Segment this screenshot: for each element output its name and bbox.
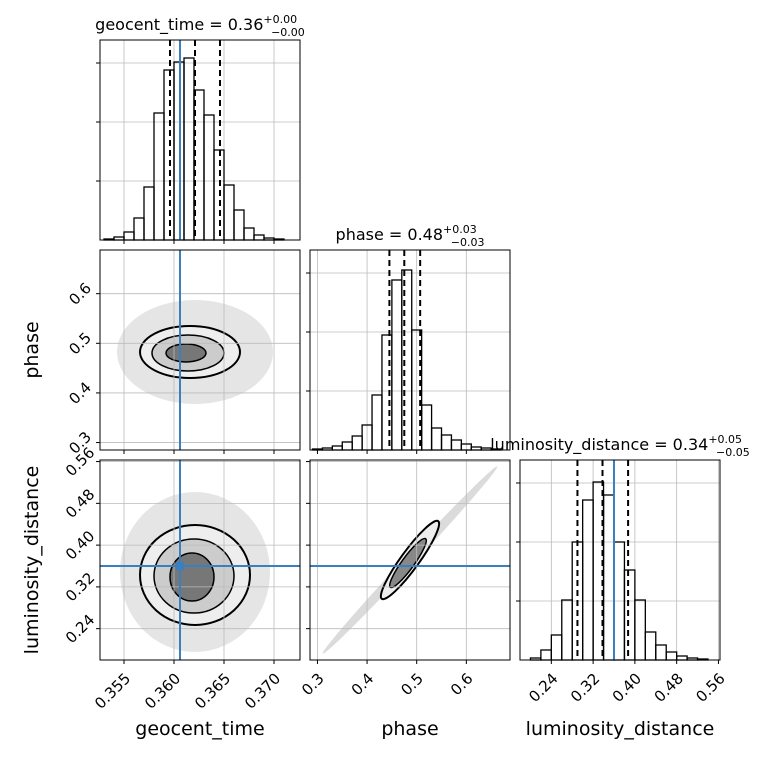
truth-point bbox=[176, 562, 184, 571]
hist-bar bbox=[133, 217, 145, 241]
title-text: phase = 0.48 bbox=[336, 225, 443, 244]
hist-bar bbox=[582, 499, 594, 661]
y-tick-label: 0.48 bbox=[62, 485, 98, 521]
x-tick-label: 0.40 bbox=[609, 670, 645, 706]
x-tick-label: 0.355 bbox=[91, 670, 134, 713]
x-tick-label: 0.32 bbox=[567, 670, 603, 706]
hist-bar bbox=[391, 279, 403, 451]
x-tick-label: 0.370 bbox=[241, 670, 284, 713]
hist-bar bbox=[143, 186, 155, 241]
x-axis-label: geocent_time bbox=[135, 718, 264, 740]
hist-bar bbox=[623, 569, 636, 661]
title-upper: +0.03 bbox=[443, 223, 477, 236]
hist-bar bbox=[331, 445, 343, 451]
hist-bar bbox=[440, 434, 453, 451]
x-tick-label: 0.48 bbox=[651, 670, 687, 706]
x-tick-label: 0.3 bbox=[298, 670, 328, 700]
hist-bar bbox=[655, 644, 667, 661]
hist-bar bbox=[602, 494, 615, 661]
hist-bar bbox=[223, 184, 235, 241]
y-axis-label: luminosity_distance bbox=[21, 466, 43, 655]
contour bbox=[169, 552, 215, 602]
x-axis-label: phase bbox=[381, 718, 438, 740]
hist-bar bbox=[450, 439, 463, 451]
x-tick-label: 0.6 bbox=[447, 670, 477, 700]
panel-title: phase = 0.48+0.03 −0.03 bbox=[336, 223, 485, 249]
y-tick-label: 0.24 bbox=[62, 611, 98, 647]
y-tick-label: 0.56 bbox=[62, 444, 98, 480]
x-tick-label: 0.4 bbox=[348, 670, 378, 700]
hist-bar bbox=[421, 404, 433, 451]
x-tick-label: 0.56 bbox=[692, 670, 728, 706]
y-tick-label: 0.6 bbox=[65, 279, 95, 309]
hist-bar bbox=[123, 231, 135, 241]
title-lower: −0.00 bbox=[271, 26, 305, 39]
hist-bar bbox=[665, 651, 678, 661]
hist-bar bbox=[561, 599, 573, 661]
hist-bar bbox=[243, 227, 255, 241]
hist-bar bbox=[203, 114, 215, 241]
hist-bar bbox=[634, 599, 646, 661]
x-tick-label: 0.365 bbox=[191, 670, 234, 713]
contour bbox=[165, 343, 207, 363]
hist-bar bbox=[183, 57, 195, 241]
title-text: geocent_time = 0.36 bbox=[95, 15, 263, 35]
panel-frame bbox=[99, 39, 301, 241]
hist-bar bbox=[351, 435, 363, 451]
title-upper: +0.00 bbox=[263, 13, 297, 26]
title-lower: −0.03 bbox=[451, 236, 485, 249]
x-axis-label: luminosity_distance bbox=[526, 718, 715, 740]
panel-frame bbox=[309, 459, 511, 661]
x-tick-label: 0.5 bbox=[397, 670, 427, 700]
hist-bar bbox=[233, 209, 245, 241]
panel-title: geocent_time = 0.36+0.00 −0.00 bbox=[95, 13, 305, 39]
hist-bar bbox=[430, 427, 443, 451]
title-upper: +0.05 bbox=[708, 433, 742, 446]
hist-bar bbox=[644, 631, 657, 661]
contour bbox=[388, 537, 428, 589]
panel-frame bbox=[519, 459, 721, 661]
density-contours bbox=[117, 300, 498, 654]
panel-frame bbox=[99, 459, 301, 661]
y-tick-label: 0.5 bbox=[65, 329, 95, 359]
y-tick-label: 0.40 bbox=[62, 527, 98, 563]
title-text: luminosity_distance = 0.34 bbox=[490, 435, 708, 455]
title-lower: −0.05 bbox=[716, 446, 750, 459]
hist-bar bbox=[153, 112, 165, 241]
y-tick-label: 0.4 bbox=[65, 378, 95, 408]
hist-bar bbox=[371, 394, 383, 451]
hist-bar bbox=[341, 441, 353, 451]
panel-title: luminosity_distance = 0.34+0.05 −0.05 bbox=[490, 433, 750, 459]
hist-bar bbox=[540, 649, 552, 661]
x-tick-label: 0.24 bbox=[525, 670, 561, 706]
y-tick-label: 0.32 bbox=[62, 569, 98, 605]
y-axis-label: phase bbox=[21, 321, 43, 378]
hist-bar bbox=[550, 634, 563, 661]
panel-frame bbox=[99, 249, 301, 451]
hist-bar bbox=[253, 234, 265, 241]
x-tick-label: 0.360 bbox=[141, 670, 184, 713]
hist-bar bbox=[676, 655, 688, 661]
panel-frame bbox=[309, 249, 511, 451]
